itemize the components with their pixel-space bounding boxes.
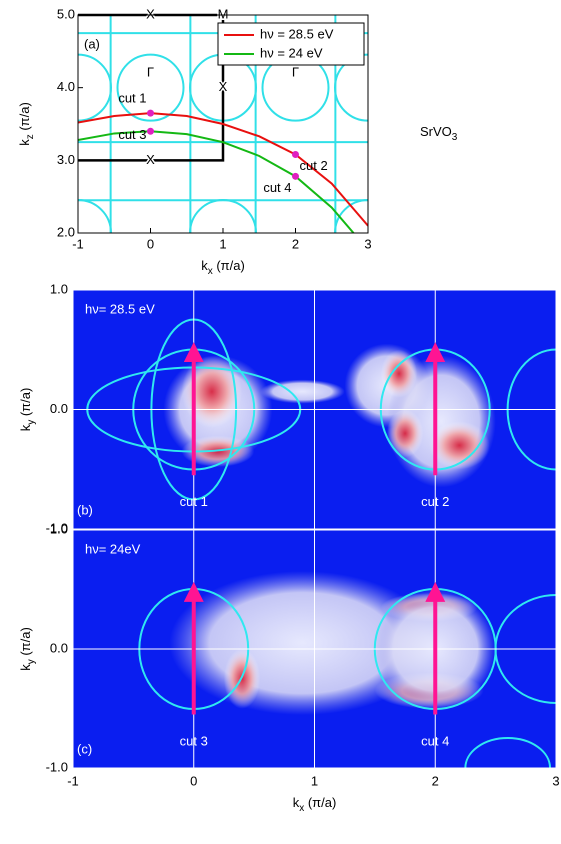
axis-label: ky (π/a) [18, 627, 36, 671]
axis-label: ky (π/a) [18, 388, 36, 432]
legend-label: hν = 24 eV [260, 45, 323, 60]
panel: cut 1 cut 3 cut 2 cut 4 X M Γ Γ X Xhν = 28.5 eV hν… [17, 5, 458, 277]
symmetry-label: M [218, 6, 229, 21]
x-tick-label: 0 [147, 236, 154, 251]
cut-label: cut 3 [180, 733, 208, 748]
label-sub: y [26, 420, 37, 425]
x-tick-label: 3 [364, 236, 371, 251]
frame [77, 14, 369, 234]
axis-label: kx (π/a) [293, 795, 337, 813]
y-tick-label: -1.0 [46, 759, 68, 774]
x-tick-label: 0 [190, 773, 197, 788]
label-rest: (π/a) [17, 102, 32, 134]
x-tick-label: -1 [72, 236, 84, 251]
y-tick-label: 5.0 [57, 6, 75, 21]
y-tick-label: 0.0 [50, 640, 68, 655]
label-main: SrVO [420, 124, 452, 139]
panel-label: (b) [77, 502, 93, 517]
legend-label: hν = 28.5 eV [260, 26, 334, 41]
label-main: k [18, 664, 33, 671]
cut-label: cut 3 [118, 127, 146, 142]
intensity [429, 421, 490, 470]
y-tick-label: 2.0 [57, 224, 75, 239]
x-tick-label: 2 [292, 236, 299, 251]
label-main: k [201, 258, 208, 273]
symmetry-label: Γ [147, 65, 154, 80]
x-tick-label: 1 [219, 236, 226, 251]
x-tick-label: 3 [552, 773, 559, 788]
label-rest: (π/a) [213, 258, 245, 273]
label-main: k [293, 795, 300, 810]
fs-circle [189, 199, 257, 233]
label-sub: y [26, 659, 37, 664]
axis-label: kz (π/a) [17, 102, 35, 146]
legend [217, 22, 365, 66]
symmetry-label: X [146, 152, 155, 167]
series-line [78, 130, 355, 233]
cut-label: cut 1 [118, 91, 146, 106]
fs-circle [334, 53, 368, 122]
symmetry-label: X [146, 6, 155, 21]
y-tick-label: -1.0 [46, 520, 68, 535]
label-main: k [18, 424, 33, 431]
cut-label: cut 2 [300, 158, 328, 173]
cut-point [292, 151, 299, 159]
annotation: hν= 28.5 eV [85, 301, 155, 316]
panel-label: (c) [77, 741, 92, 756]
y-tick-label: 1.0 [50, 521, 68, 536]
label-sub: z [25, 134, 36, 139]
label-sub: x [299, 803, 304, 814]
panel: -1.0 0.0 1.0 cut 1 cut 2 hν= 28.5 eV (b) ky (π/… [18, 281, 557, 535]
intensity [260, 379, 345, 404]
fs-circle [78, 53, 112, 122]
x-tick-label: -1 [67, 773, 79, 788]
panel: -1 0 1 2 3 -1.0 0.0 1.0 cut 3 cut 4 hν= 24eV (c) kx … [18, 521, 559, 813]
symmetry-label: Γ [292, 65, 299, 80]
cut-label: cut 1 [180, 494, 208, 509]
cut-point [147, 127, 154, 135]
label-rest: (π/a) [18, 388, 33, 420]
panel-label: (a) [84, 36, 100, 51]
x-tick-label: 2 [432, 773, 439, 788]
axis-label: SrVO3 [420, 124, 458, 142]
intensity [386, 409, 424, 458]
y-tick-label: 1.0 [50, 281, 68, 296]
label-rest: (π/a) [304, 795, 336, 810]
x-tick-label: 1 [311, 773, 318, 788]
cut-point [292, 172, 299, 180]
label-sub: x [208, 266, 213, 277]
intensity [380, 349, 418, 398]
axis-label: kx (π/a) [201, 258, 245, 276]
label-sub: 3 [452, 132, 458, 143]
cut-point [147, 109, 154, 117]
cut-label: cut 2 [421, 494, 449, 509]
label-rest: (π/a) [18, 627, 33, 659]
label-main: k [17, 139, 32, 146]
cut-label: cut 4 [263, 180, 291, 195]
intensity [181, 355, 243, 428]
fs-circle [116, 53, 185, 122]
y-tick-label: 3.0 [57, 152, 75, 167]
symmetry-label: X [219, 79, 228, 94]
y-tick-label: 0.0 [50, 401, 68, 416]
series-line [78, 112, 368, 227]
y-tick-label: 4.0 [57, 79, 75, 94]
annotation: hν= 24eV [85, 541, 141, 556]
fs [464, 737, 552, 768]
cut-label: cut 4 [421, 733, 449, 748]
